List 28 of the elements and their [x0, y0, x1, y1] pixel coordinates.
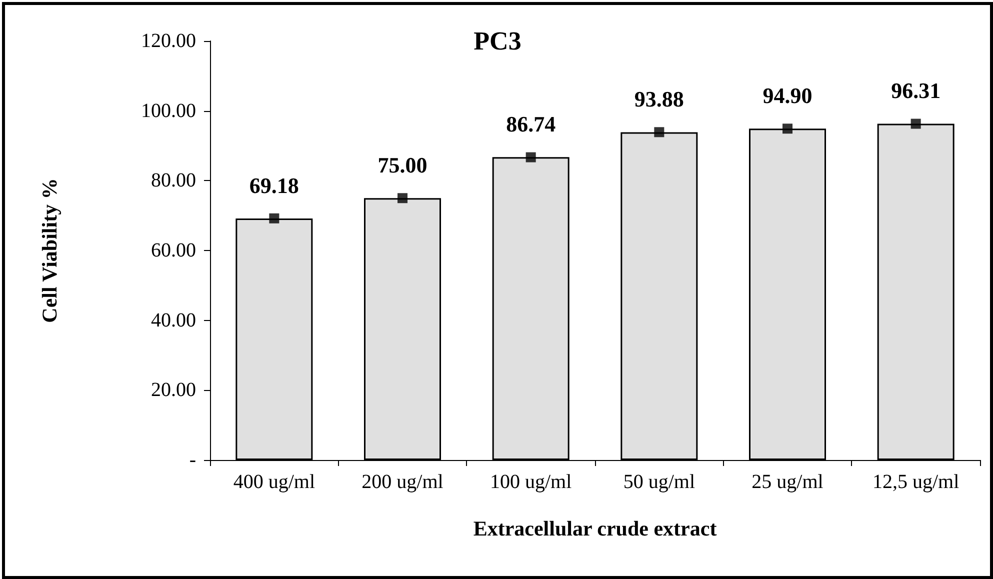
x-axis-title: Extracellular crude extract: [473, 516, 717, 540]
data-label: 96.31: [891, 78, 941, 104]
chart-title: PC3: [474, 26, 522, 56]
y-tick-label: 40.00: [151, 309, 196, 332]
y-tick-label: 80.00: [151, 170, 196, 192]
data-label: 75.00: [378, 152, 428, 178]
y-axis-title: Cell Viability %: [38, 178, 62, 323]
y-tick-label: 100.00: [141, 100, 196, 122]
data-label: 86.74: [506, 112, 556, 137]
y-tick-label: 120.00: [141, 30, 196, 52]
data-label: 94.90: [762, 83, 812, 108]
y-tick-label: 60.00: [151, 240, 196, 262]
x-tick-label: 100 ug/ml: [490, 471, 572, 493]
point: [398, 193, 408, 204]
point: [910, 118, 921, 129]
point: [782, 124, 792, 134]
x-tick-label: 200 ug/ml: [362, 471, 444, 493]
data-label: 93.88: [634, 86, 684, 112]
y-tick-label: -: [189, 449, 196, 471]
x-tick-label: 12,5 ug/ml: [872, 471, 960, 493]
point: [526, 152, 536, 162]
y-tick-label: 20.00: [151, 379, 196, 402]
x-tick-label: 25 ug/ml: [752, 471, 824, 493]
point: [654, 127, 664, 138]
point: [269, 213, 280, 224]
x-tick-label: 400 ug/ml: [233, 471, 316, 493]
x-tick-label: 50 ug/ml: [623, 471, 696, 493]
data-label: 69.18: [249, 172, 299, 198]
